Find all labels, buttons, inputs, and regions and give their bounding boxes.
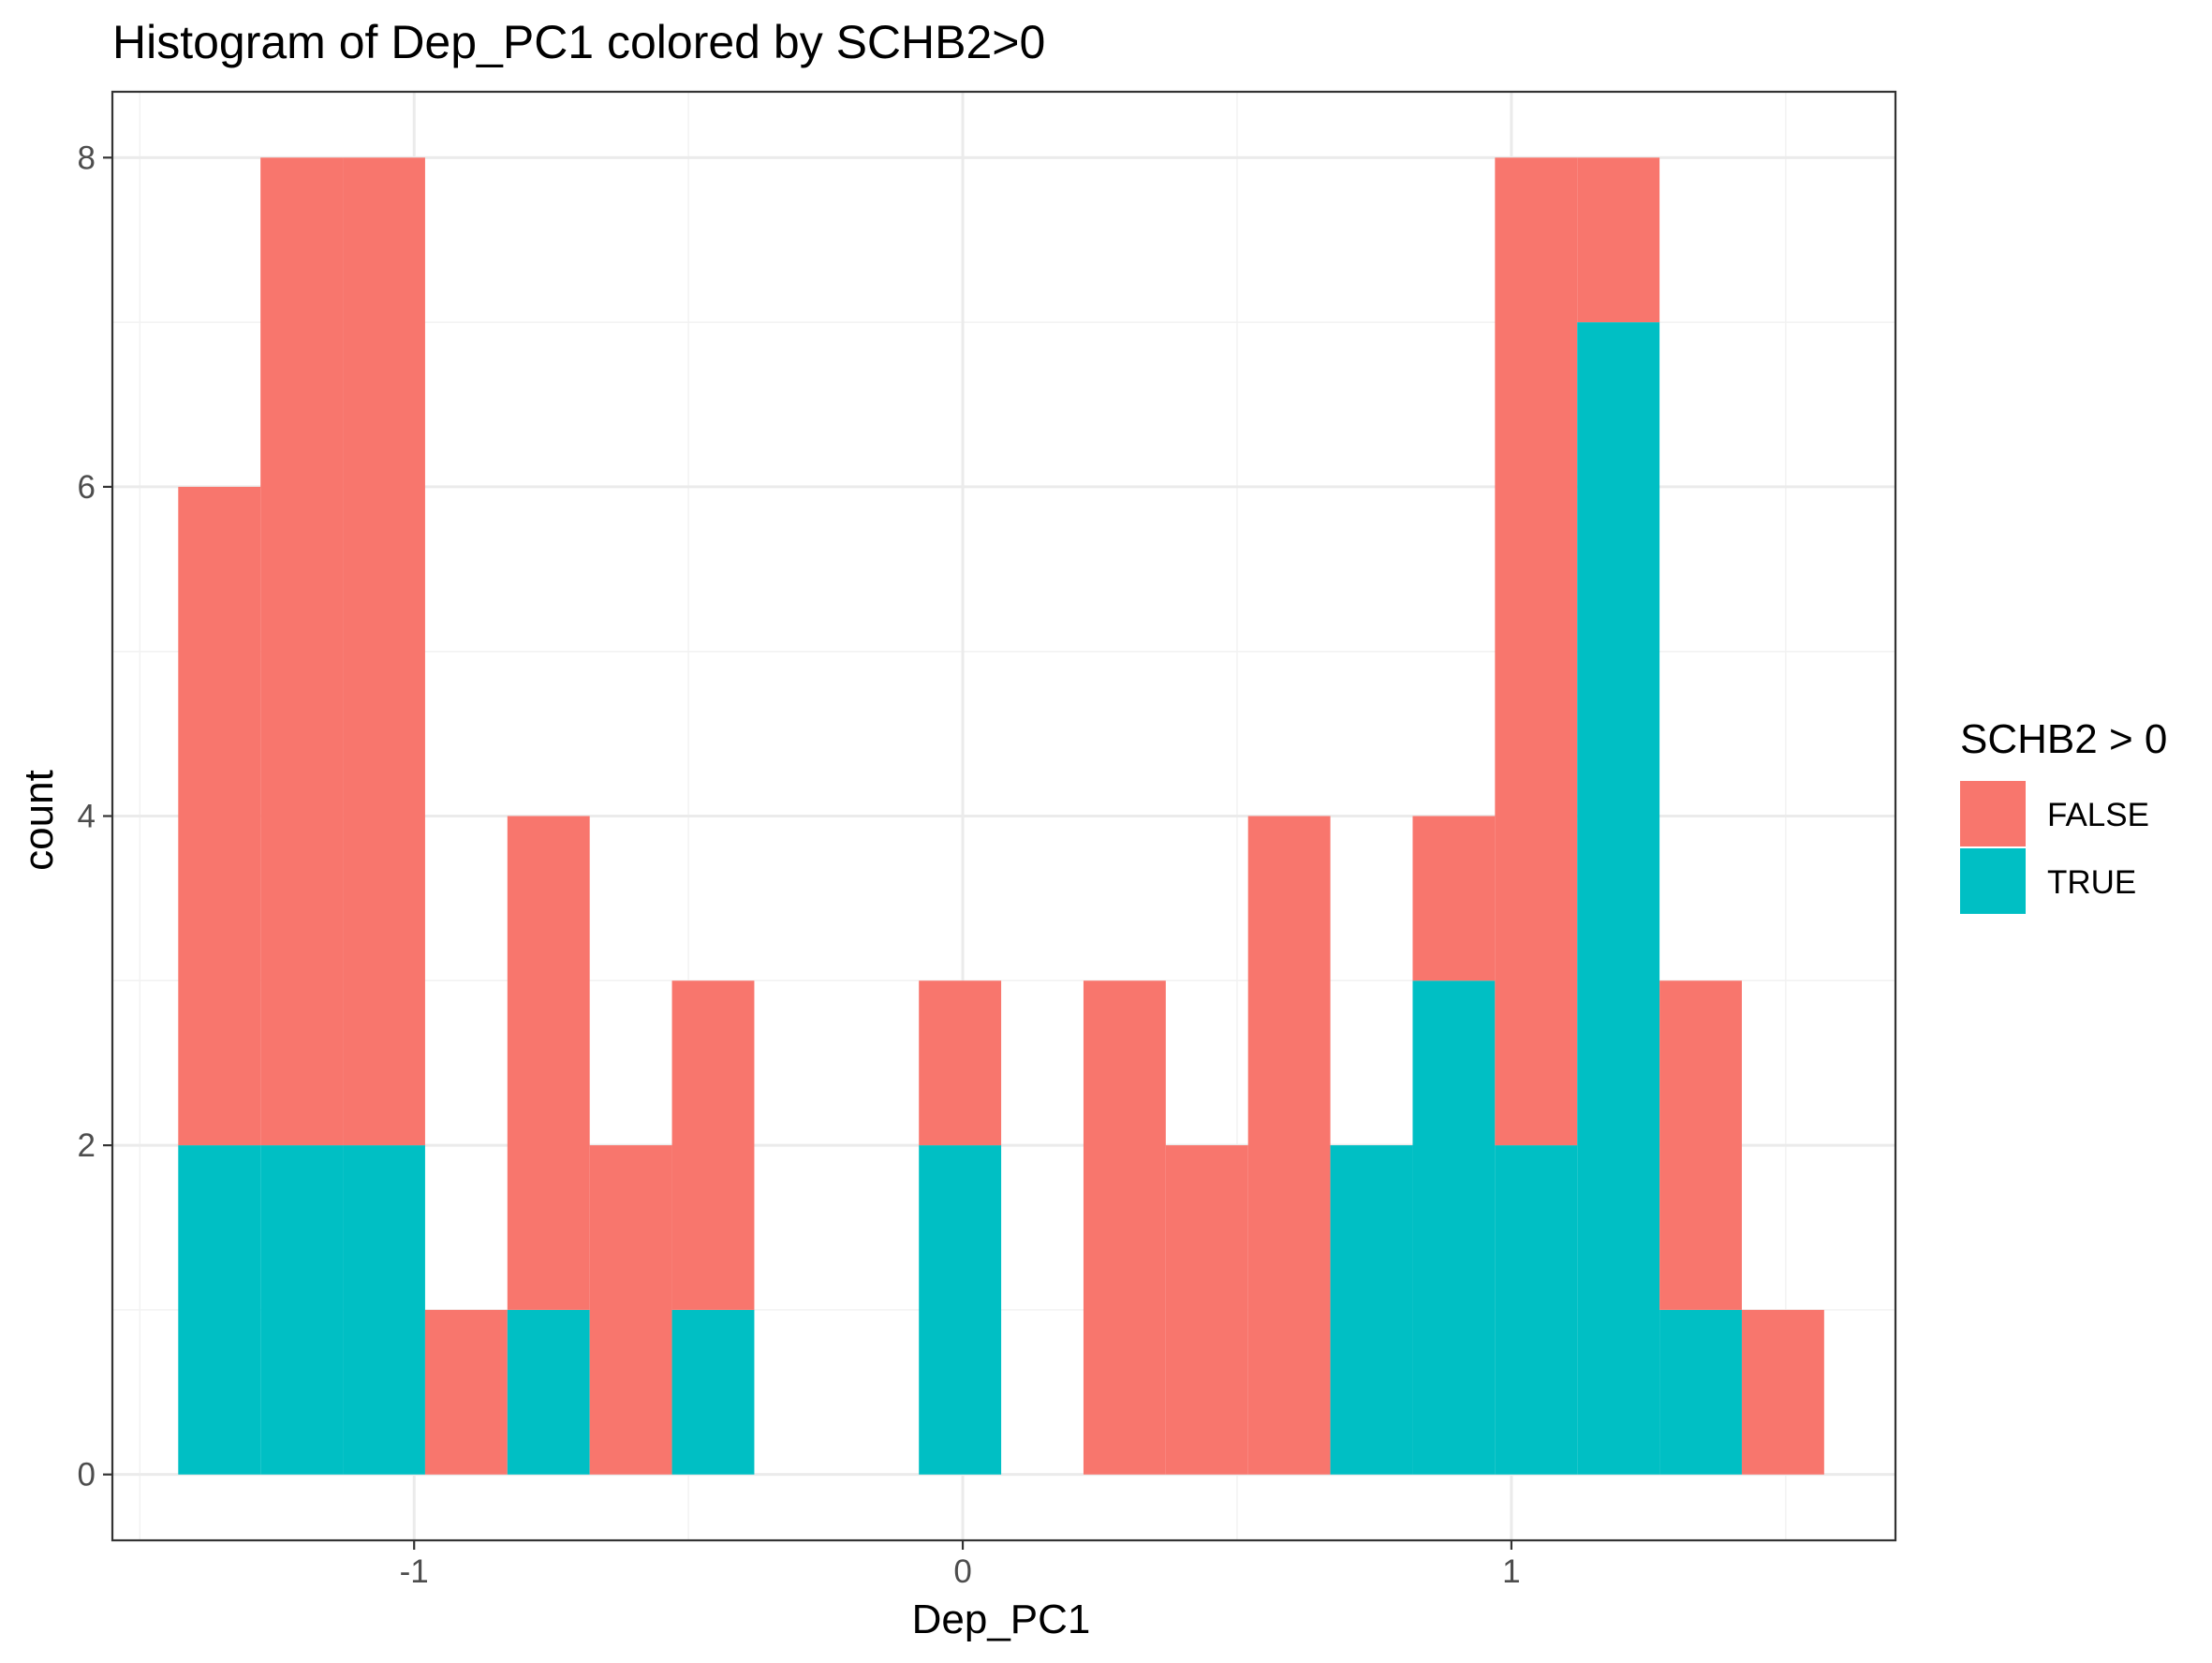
bar-true-segment [1659,1309,1742,1475]
bar-false-segment [507,816,590,1310]
legend-title: SCHB2 > 0 [1960,716,2167,762]
y-tick-label: 8 [78,140,96,176]
bar-false-segment [1247,816,1331,1475]
bar-false-segment [1412,816,1496,981]
y-tick-label: 0 [78,1457,96,1494]
bar-false-segment [178,486,261,1146]
x-axis-title: Dep_PC1 [912,1597,1091,1642]
bar-false-segment [1495,157,1578,1146]
legend-label-false: FALSE [2047,797,2149,833]
bar-true-segment [343,1145,425,1475]
legend-key-true [1960,848,2026,914]
y-tick-label: 2 [78,1127,96,1164]
bar-false-segment [1165,1145,1248,1475]
y-axis-title: count [16,770,62,871]
bar-true-segment [260,1145,344,1475]
bar-false-segment [919,980,1002,1146]
bar-true-segment [1412,980,1496,1475]
bar-true-segment [1330,1145,1413,1475]
bar-true-segment [507,1309,590,1475]
x-tick-label: 1 [1502,1553,1520,1590]
bar-false-segment [1659,980,1742,1310]
bar-true-segment [1495,1145,1578,1475]
x-tick-label: 0 [953,1553,971,1590]
y-tick-label: 4 [78,799,96,835]
bar-true-segment [1577,322,1660,1475]
bar-true-segment [671,1309,755,1475]
bar-false-segment [671,980,755,1310]
legend-key-false [1960,781,2026,846]
bar-false-segment [1577,157,1660,323]
legend-label-true: TRUE [2047,864,2136,901]
bar-false-segment [1741,1309,1824,1475]
plot-panel: -1 0 1 0 2 4 6 8 [78,90,1897,1590]
bar-false-segment [589,1145,672,1475]
y-tick-label: 6 [78,469,96,506]
legend: SCHB2 > 0 FALSE TRUE [1960,716,2167,914]
bar-false-segment [424,1309,508,1475]
bar-false-segment [260,157,344,1146]
bar-true-segment [178,1145,261,1475]
bar-true-segment [919,1145,1002,1475]
bar-false-segment [1083,980,1166,1475]
x-tick-label: -1 [400,1553,429,1590]
bar-false-segment [343,157,425,1146]
chart-title: Histogram of Dep_PC1 colored by SCHB2>0 [112,16,1045,68]
